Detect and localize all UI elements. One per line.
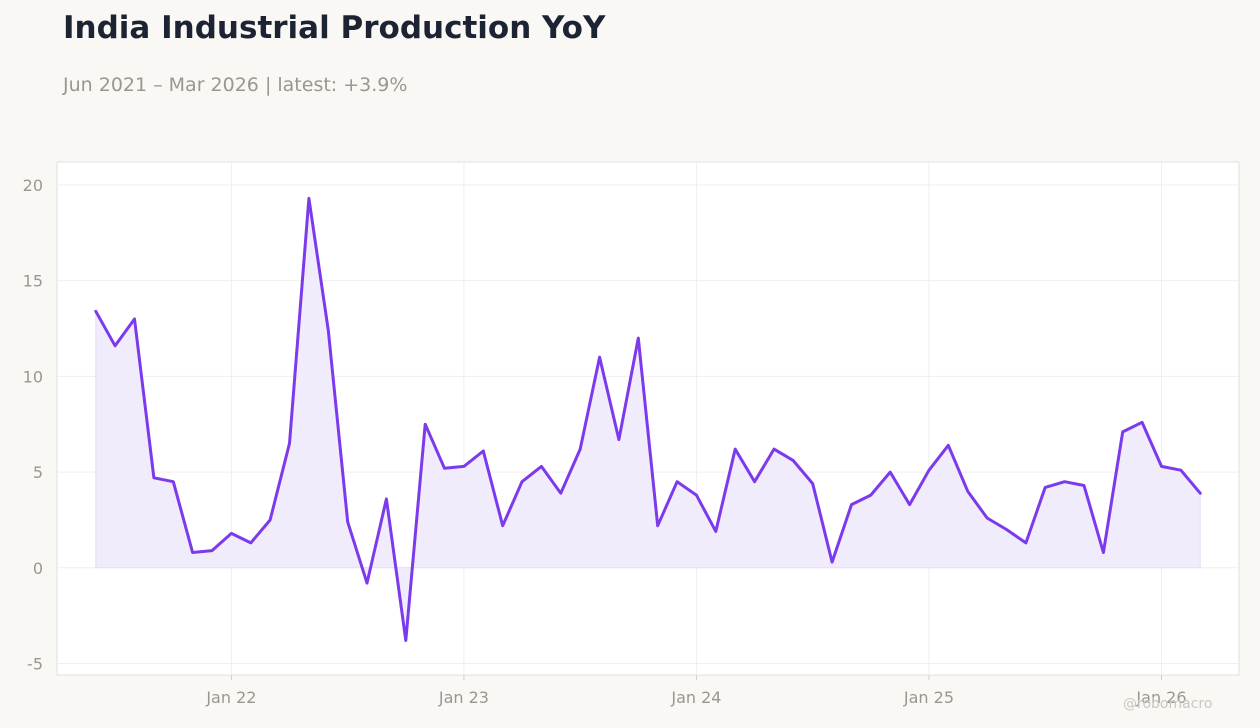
x-axis: Jan 22 Jan 23 Jan 24 Jan 25 Jan 26 <box>205 675 1187 707</box>
y-tick-label: 20 <box>23 176 43 195</box>
chart-title: India Industrial Production YoY <box>63 10 606 46</box>
y-tick-label: 15 <box>23 272 43 291</box>
chart-subtitle: Jun 2021 – Mar 2026 | latest: +3.9% <box>63 74 408 96</box>
y-tick-label: 5 <box>33 463 43 482</box>
watermark: @robomacro <box>1123 696 1213 712</box>
x-tick-label: Jan 24 <box>670 688 721 707</box>
y-tick-label: 0 <box>33 559 43 578</box>
x-tick-label: Jan 23 <box>438 688 489 707</box>
x-tick-label: Jan 25 <box>903 688 954 707</box>
y-tick-label: 10 <box>23 367 43 386</box>
y-tick-label: -5 <box>27 655 43 674</box>
y-axis: -5 0 5 10 15 20 <box>23 176 43 674</box>
x-tick-label: Jan 22 <box>205 688 256 707</box>
series-line <box>94 196 1202 642</box>
x-tick-label: Jan 26 <box>1135 688 1186 707</box>
